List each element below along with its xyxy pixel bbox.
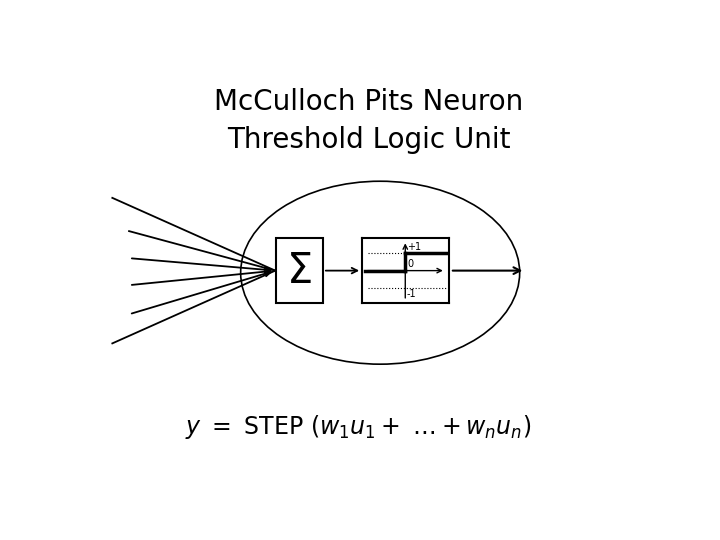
Text: 0: 0 xyxy=(407,259,413,269)
Text: +1: +1 xyxy=(407,242,421,252)
Text: Threshold Logic Unit: Threshold Logic Unit xyxy=(228,126,510,154)
Text: McCulloch Pits Neuron: McCulloch Pits Neuron xyxy=(215,88,523,116)
Bar xyxy=(276,238,323,303)
Text: $\Sigma$: $\Sigma$ xyxy=(287,249,312,292)
Text: $y\ =\ \mathrm{STEP}\ (w_1u_1+\ \ldots+w_nu_n)$: $y\ =\ \mathrm{STEP}\ (w_1u_1+\ \ldots+w… xyxy=(185,413,531,441)
Text: -1: -1 xyxy=(407,289,417,299)
